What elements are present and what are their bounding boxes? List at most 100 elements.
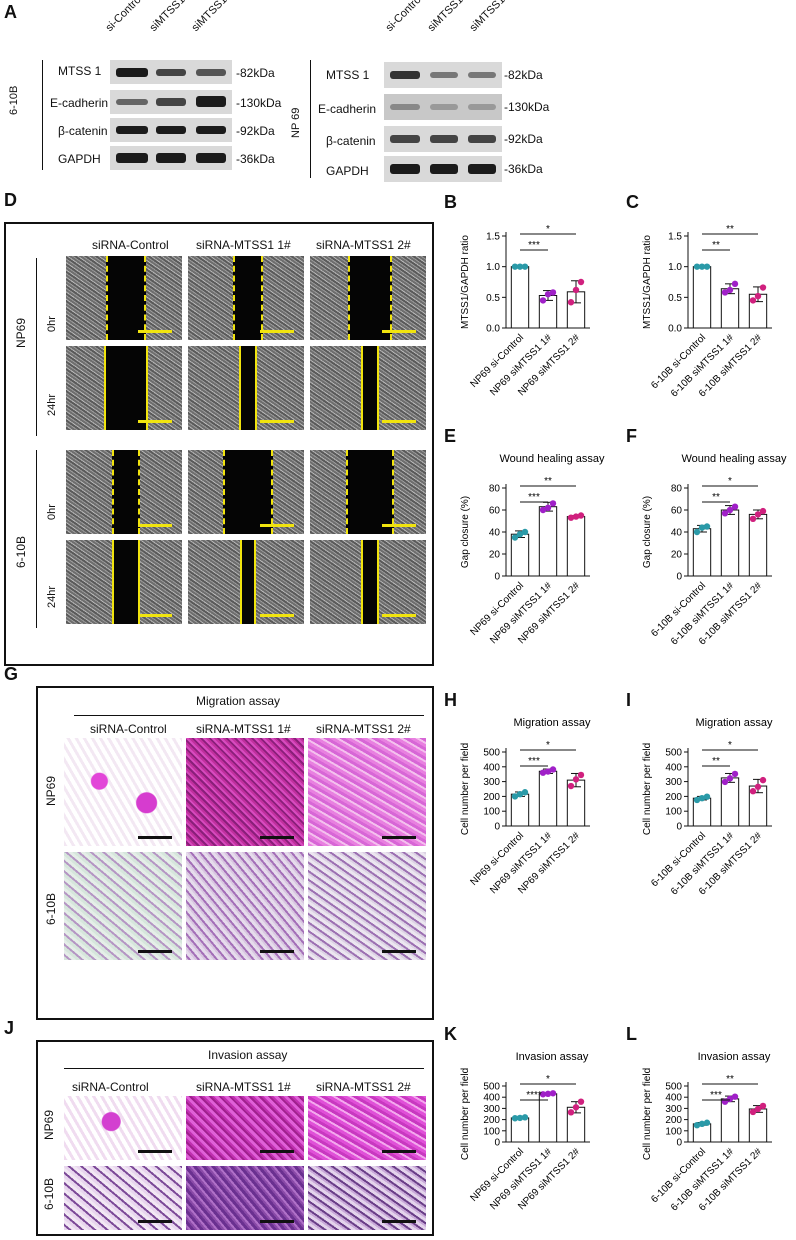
- data-point: [544, 768, 552, 775]
- y-tick-label: 0.0: [486, 324, 500, 335]
- y-tick-label: 0.5: [668, 293, 682, 304]
- scale-bar: [138, 1220, 172, 1223]
- chart-title: Migration assay: [695, 717, 773, 729]
- data-point: [516, 531, 524, 538]
- data-point: [572, 776, 580, 783]
- scratch-gap: [233, 256, 263, 340]
- column-header: siRNA-Control: [92, 238, 169, 252]
- significance-label: *: [546, 224, 550, 235]
- wound-frame: [4, 222, 434, 666]
- data-point: [567, 1109, 575, 1116]
- scale-bar: [382, 524, 416, 527]
- panel-label-j: J: [4, 1018, 15, 1038]
- blot-strip: [110, 118, 232, 142]
- time-label: 0hr: [46, 504, 58, 520]
- invasion-frame: [36, 1040, 434, 1236]
- panel-label-g: G: [4, 664, 19, 684]
- data-point: [749, 515, 757, 522]
- panel-label-l: L: [626, 1024, 637, 1044]
- bar: [566, 516, 586, 577]
- data-point: [754, 511, 762, 518]
- scratch-gap: [348, 256, 392, 340]
- protein-label: E-cadherin: [318, 102, 377, 116]
- group-label: NP69: [14, 317, 28, 348]
- bar: [538, 770, 558, 827]
- scale-bar: [138, 420, 172, 423]
- scale-bar: [382, 614, 416, 617]
- significance-label: **: [712, 756, 720, 767]
- significance-label: ***: [528, 240, 540, 251]
- y-tick-label: 100: [665, 807, 682, 818]
- y-tick-label: 100: [483, 807, 500, 818]
- blot-strip: [384, 94, 502, 120]
- cell-line-label: NP 69: [290, 107, 302, 138]
- data-point: [721, 778, 729, 786]
- divider: [74, 715, 424, 716]
- y-tick-label: 40: [489, 528, 501, 539]
- y-axis-label: MTSS1/GAPDH ratio: [642, 235, 653, 329]
- panel-label-i: I: [626, 690, 632, 710]
- column-header: siRNA-MTSS1 1#: [196, 1080, 291, 1094]
- scratch-gap: [361, 346, 379, 430]
- data-point: [754, 292, 762, 300]
- kda-label: -130kDa: [504, 100, 550, 114]
- data-point: [544, 291, 552, 298]
- y-tick-label: 60: [671, 506, 683, 517]
- y-axis-label: Cell number per field: [642, 743, 653, 835]
- scale-bar: [138, 1150, 172, 1153]
- y-tick-label: 0: [676, 1138, 682, 1149]
- protein-label: β-catenin: [326, 134, 376, 148]
- scale-bar: [260, 614, 294, 617]
- y-tick-label: 0: [494, 572, 500, 583]
- data-point: [693, 263, 701, 270]
- column-header: siRNA-MTSS1 2#: [316, 722, 411, 736]
- bar: [748, 513, 768, 577]
- chart-title: Migration assay: [513, 717, 591, 729]
- data-point: [511, 263, 519, 270]
- data-point: [759, 507, 767, 515]
- data-point: [516, 263, 524, 270]
- kda-label: -92kDa: [504, 132, 543, 146]
- significance-label: **: [712, 240, 720, 251]
- bracket-line: [36, 450, 37, 628]
- data-point: [567, 514, 575, 521]
- data-point: [539, 769, 547, 776]
- data-point: [521, 1114, 529, 1121]
- cell-line-label: 6-10B: [8, 85, 20, 115]
- bar-chart-f: Wound healing assay Gap closure (%) 0 20 40 6…: [642, 453, 787, 647]
- migration-image: [186, 738, 304, 846]
- significance-label: **: [712, 492, 720, 503]
- y-axis-label: Gap closure (%): [642, 496, 653, 568]
- data-point: [521, 263, 529, 270]
- lane-label: siMTSS1 2#: [467, 0, 519, 34]
- data-point: [749, 1108, 757, 1116]
- scale-bar: [138, 614, 172, 617]
- kda-label: -92kDa: [236, 124, 275, 138]
- data-point: [698, 794, 706, 802]
- time-label: 0hr: [46, 316, 58, 332]
- blot-strip: [384, 126, 502, 152]
- data-point: [549, 500, 557, 507]
- wound-image: [66, 346, 182, 430]
- y-axis-label: Gap closure (%): [460, 496, 471, 568]
- y-axis-label: MTSS1/GAPDH ratio: [460, 235, 471, 329]
- bar: [692, 528, 712, 577]
- lane-label: siMTSS1 1#: [147, 0, 199, 34]
- data-point: [693, 1122, 701, 1129]
- wound-image: [188, 346, 304, 430]
- data-point: [567, 782, 575, 790]
- blot-strip: [110, 146, 232, 170]
- divider: [64, 1068, 424, 1069]
- scratch-gap: [346, 450, 394, 534]
- data-point: [698, 1120, 706, 1128]
- row-label: NP69: [44, 775, 58, 806]
- y-tick-label: 40: [671, 528, 683, 539]
- y-tick-label: 80: [489, 484, 501, 495]
- y-tick-label: 200: [665, 1115, 682, 1126]
- lane-label: si-Control: [103, 0, 146, 35]
- data-point: [516, 790, 524, 798]
- data-point: [759, 1102, 767, 1110]
- assay-title: Invasion assay: [208, 1048, 288, 1062]
- bracket-line: [42, 60, 43, 170]
- scratch-gap: [104, 346, 148, 430]
